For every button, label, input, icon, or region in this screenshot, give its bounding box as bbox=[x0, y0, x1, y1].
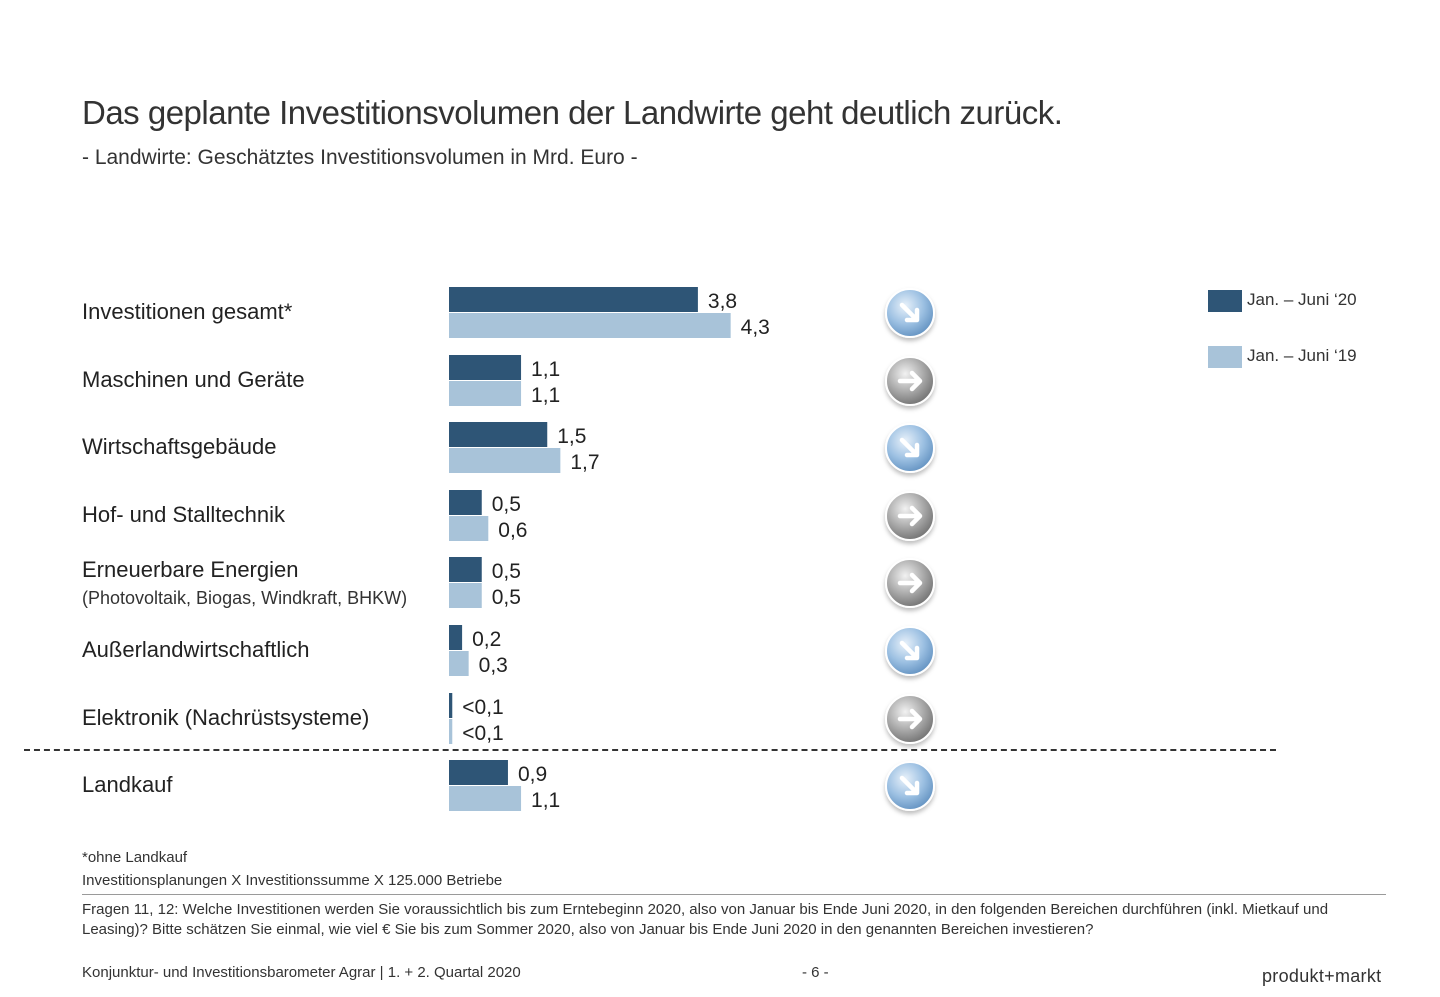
dashed-separator bbox=[24, 749, 1276, 751]
bar-2020 bbox=[449, 625, 463, 650]
data-label: 0,5 bbox=[492, 493, 521, 516]
icon-arrow bbox=[899, 775, 920, 796]
category-label: Landkauf bbox=[82, 772, 173, 797]
category-label: Außerlandwirtschaftlich bbox=[82, 637, 310, 662]
footnote-method: Investitionsplanungen X Investitionssumm… bbox=[82, 872, 503, 889]
category-label: Investitionen gesamt* bbox=[82, 299, 293, 324]
icon-arrow bbox=[897, 708, 923, 730]
right-arrow-icon bbox=[885, 491, 935, 541]
category-label: Hof- und Stalltechnik bbox=[82, 502, 285, 527]
bar-2020 bbox=[449, 287, 698, 312]
bar-2019 bbox=[449, 448, 561, 473]
data-label: 1,1 bbox=[531, 358, 560, 381]
legend-swatch-2019 bbox=[1208, 346, 1242, 368]
category-sublabel: (Photovoltaik, Biogas, Windkraft, BHKW) bbox=[82, 588, 408, 608]
bar-2020 bbox=[449, 760, 508, 785]
data-label: 0,5 bbox=[492, 560, 521, 583]
bar-2019 bbox=[449, 583, 482, 608]
bar-2019 bbox=[449, 381, 522, 406]
icon-arrow bbox=[899, 302, 920, 323]
page-title: Das geplante Investitionsvolumen der Lan… bbox=[82, 94, 1063, 131]
data-label: <0,1 bbox=[462, 696, 503, 719]
bar-2019 bbox=[449, 313, 731, 338]
category-label: Erneuerbare Energien bbox=[82, 557, 299, 582]
down-right-arrow-icon bbox=[885, 761, 935, 811]
data-label: 0,5 bbox=[492, 586, 521, 609]
footnote-divider bbox=[82, 894, 1386, 895]
down-right-arrow-icon bbox=[885, 288, 935, 338]
data-label: 1,7 bbox=[570, 451, 599, 474]
right-arrow-icon bbox=[885, 558, 935, 608]
data-label: 0,6 bbox=[498, 519, 527, 542]
footer-source: Konjunktur- und Investitionsbarometer Ag… bbox=[82, 964, 521, 981]
data-label: 3,8 bbox=[708, 290, 737, 313]
data-label: 0,2 bbox=[472, 628, 501, 651]
icon-arrow bbox=[899, 640, 920, 661]
legend-label-2020: Jan. – Juni ‘20 bbox=[1247, 290, 1357, 309]
data-label: 0,3 bbox=[479, 654, 508, 677]
bar-2020 bbox=[449, 490, 482, 515]
footnote-question: Fragen 11, 12: Welche Investitionen werd… bbox=[82, 901, 1329, 938]
icon-arrow bbox=[897, 505, 923, 527]
brand-logo: produkt+markt bbox=[1262, 966, 1382, 986]
legend-swatch-2020 bbox=[1208, 290, 1242, 312]
data-label: 1,5 bbox=[557, 425, 586, 448]
icon-arrow bbox=[897, 572, 923, 594]
right-arrow-icon bbox=[885, 694, 935, 744]
data-label: <0,1 bbox=[462, 722, 503, 745]
data-label: 0,9 bbox=[518, 763, 547, 786]
data-label: 1,1 bbox=[531, 789, 560, 812]
bar-2020 bbox=[449, 693, 453, 718]
icon-arrow bbox=[897, 370, 923, 392]
footer-page-number: - 6 - bbox=[802, 964, 829, 981]
bar-2020 bbox=[449, 355, 522, 380]
legend-label-2019: Jan. – Juni ‘19 bbox=[1247, 346, 1357, 365]
right-arrow-icon bbox=[885, 356, 935, 406]
bar-2019 bbox=[449, 719, 453, 744]
bar-2020 bbox=[449, 422, 548, 447]
category-label: Wirtschaftsgebäude bbox=[82, 434, 277, 459]
page-subtitle: - Landwirte: Geschätztes Investitionsvol… bbox=[82, 146, 638, 169]
bar-2019 bbox=[449, 786, 522, 811]
footnote-note: *ohne Landkauf bbox=[82, 849, 188, 866]
category-label: Elektronik (Nachrüstsysteme) bbox=[82, 705, 370, 730]
category-label: Maschinen und Geräte bbox=[82, 367, 305, 392]
data-label: 4,3 bbox=[741, 316, 770, 339]
down-right-arrow-icon bbox=[885, 626, 935, 676]
down-right-arrow-icon bbox=[885, 423, 935, 473]
data-label: 1,1 bbox=[531, 384, 560, 407]
icon-arrow bbox=[899, 437, 920, 458]
bar-2019 bbox=[449, 651, 469, 676]
bar-2019 bbox=[449, 516, 489, 541]
bar-2020 bbox=[449, 557, 482, 582]
